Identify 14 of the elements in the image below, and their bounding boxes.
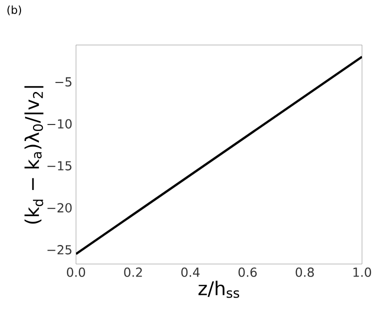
y-tick-label: −15: [48, 161, 72, 170]
x-axis-title: z/h$_{ss}$: [198, 280, 240, 298]
x-tick-label: 0.2: [124, 268, 142, 277]
y-tick-label: −25: [48, 245, 72, 254]
x-tick-label: 0.8: [296, 268, 314, 277]
y-tick-label: −5: [55, 77, 72, 87]
x-tick-label: 0.0: [66, 268, 86, 277]
x-tick-label: 0.6: [238, 268, 257, 277]
text: (k$_{d}$ − k$_{a}$)λ$_{0}$/|v$_{2}$|: [24, 86, 44, 224]
x-tick-label: 0.4: [181, 268, 200, 277]
text: (b): [7, 6, 22, 16]
y-tick-label: −20: [48, 203, 72, 212]
y-tick-label: −10: [48, 119, 72, 129]
x-tick-label: 1.0: [353, 268, 372, 277]
